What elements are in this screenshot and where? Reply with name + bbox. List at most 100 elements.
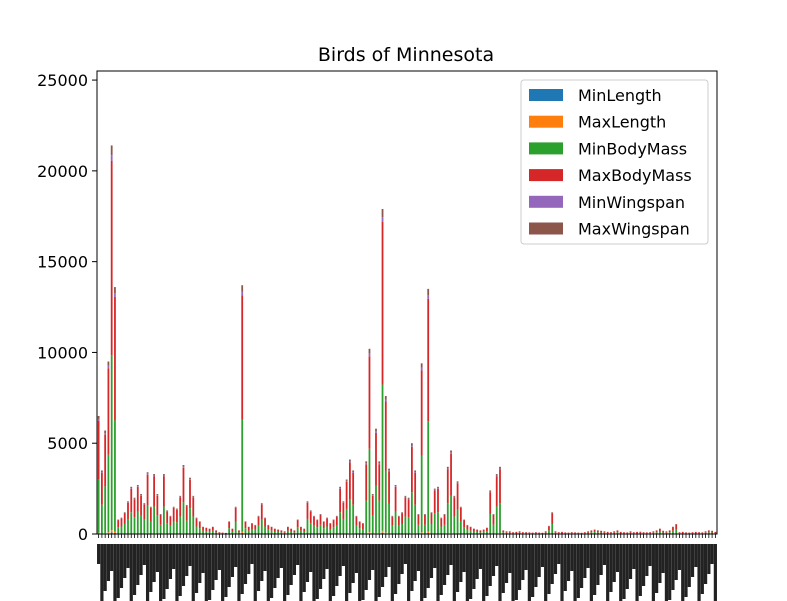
- bar-segment-maxbodymass: [466, 525, 469, 530]
- x-tick-label: [426, 544, 430, 588]
- bar-segment-maxbodymass: [358, 521, 361, 529]
- bar-segment-minbodymass: [613, 532, 616, 534]
- x-tick-label: [491, 544, 496, 576]
- bar-segment-maxwingspan: [149, 506, 152, 508]
- bar-segment-maxwingspan: [179, 495, 182, 497]
- bar-segment-maxbodymass: [420, 370, 423, 456]
- y-tick-label: 20000: [37, 162, 88, 181]
- x-tick-label: [400, 544, 404, 574]
- bar-segment-minbodymass: [603, 532, 606, 534]
- bar-segment-minbodymass: [280, 532, 283, 534]
- x-tick-label: [243, 544, 248, 584]
- x-tick-label: [328, 544, 332, 601]
- bar-segment-maxwingspan: [401, 512, 403, 513]
- bar-segment-minwingspan: [446, 468, 449, 470]
- x-tick-label: [664, 544, 669, 601]
- bar-segment-minbodymass: [515, 533, 518, 534]
- bar-segment-minlength: [110, 532, 113, 534]
- bar-segment-minbodymass: [714, 533, 717, 534]
- x-tick-label: [175, 544, 179, 601]
- bar-segment-maxbodymass: [681, 531, 684, 533]
- x-tick-label: [697, 544, 701, 601]
- x-tick-label: [364, 544, 368, 590]
- bar-segment-minbodymass: [371, 515, 374, 534]
- x-tick-label: [269, 544, 274, 598]
- legend-swatch: [529, 195, 563, 208]
- bar-segment-maxbodymass: [316, 520, 319, 528]
- legend-label: MinBodyMass: [578, 139, 687, 158]
- bar-segment-maxbodymass: [244, 521, 247, 529]
- x-tick-label: [658, 544, 662, 583]
- bar-segment-maxwingspan: [381, 208, 384, 218]
- bar-segment-minwingspan: [384, 399, 387, 402]
- x-tick-label: [132, 544, 137, 595]
- bar-segment-maxwingspan: [182, 465, 185, 467]
- bar-segment-minbodymass: [440, 526, 443, 534]
- bar-segment-minbodymass: [544, 532, 547, 534]
- y-tick-label: 0: [78, 525, 88, 544]
- bar-segment-minwingspan: [345, 480, 348, 482]
- x-tick-label: [273, 544, 277, 588]
- bar-segment-maxbodymass: [140, 495, 142, 516]
- bar-segment-maxwingspan: [394, 484, 397, 487]
- bar-segment-maxbodymass: [707, 530, 710, 533]
- bar-segment-maxbodymass: [508, 531, 511, 533]
- x-tick-label: [596, 544, 600, 585]
- x-tick-label: [296, 544, 300, 565]
- x-tick-label: [482, 544, 486, 601]
- bar-segment-maxbodymass: [123, 513, 126, 524]
- bar-segment-minbodymass: [587, 532, 589, 534]
- bar-segment-minbodymass: [238, 532, 240, 534]
- x-tick-label: [655, 544, 659, 593]
- bar-segment-minbodymass: [97, 479, 100, 533]
- x-tick-label: [694, 544, 698, 567]
- x-tick-label: [322, 544, 326, 579]
- bar-segment-maxbodymass: [296, 520, 299, 528]
- bar-segment-maxbodymass: [384, 401, 387, 471]
- bar-segment-maxbodymass: [127, 502, 129, 519]
- x-tick-label: [472, 544, 476, 589]
- x-tick-label: [534, 544, 538, 587]
- bar-segment-maxwingspan: [420, 363, 423, 368]
- x-tick-label: [423, 544, 427, 598]
- bar-segment-maxlength: [107, 532, 110, 534]
- bar-segment-minbodymass: [694, 533, 697, 534]
- bar-segment-maxbodymass: [293, 530, 296, 533]
- bar-segment-minbodymass: [420, 455, 423, 533]
- bar-segment-maxbodymass: [176, 509, 178, 523]
- bar-segment-maxbodymass: [600, 530, 603, 533]
- bar-segment-maxwingspan: [495, 474, 498, 476]
- bar-segment-maxbodymass: [114, 296, 116, 421]
- bar-segment-minbodymass: [495, 506, 498, 534]
- x-tick-label: [635, 544, 639, 601]
- x-tick-label: [599, 544, 603, 575]
- bar-segment-minwingspan: [339, 487, 341, 489]
- bar-segment-maxlength: [384, 532, 387, 534]
- bar-segment-maxbodymass: [251, 523, 253, 529]
- x-tick-label: [413, 544, 417, 581]
- bar-segment-minbodymass: [404, 516, 407, 534]
- bar-segment-maxbodymass: [303, 528, 306, 532]
- legend-label: MinLength: [578, 86, 662, 105]
- bar-segment-maxbodymass: [407, 499, 410, 518]
- x-tick-label: [514, 544, 518, 600]
- legend-label: MaxWingspan: [578, 220, 690, 239]
- bar-segment-minbodymass: [234, 521, 237, 534]
- x-tick-label: [263, 544, 267, 571]
- bar-segment-maxwingspan: [189, 477, 191, 480]
- x-tick-label: [354, 544, 359, 573]
- bar-segment-minwingspan: [163, 475, 165, 477]
- x-tick-label: [687, 544, 691, 587]
- bar-segment-maxwingspan: [163, 474, 165, 476]
- bar-segment-maxwingspan: [104, 430, 107, 434]
- bar-segment-minbodymass: [593, 531, 596, 534]
- x-tick-label: [544, 544, 548, 601]
- bar-segment-maxbodymass: [587, 531, 589, 533]
- bar-segment-minwingspan: [107, 365, 110, 369]
- bar-segment-minbodymass: [101, 504, 103, 534]
- bar-segment-minwingspan: [114, 293, 116, 297]
- x-tick-label: [455, 544, 460, 592]
- bar-segment-maxbodymass: [332, 520, 335, 528]
- x-tick-label: [566, 544, 571, 581]
- bar-segment-maxbodymass: [564, 532, 567, 534]
